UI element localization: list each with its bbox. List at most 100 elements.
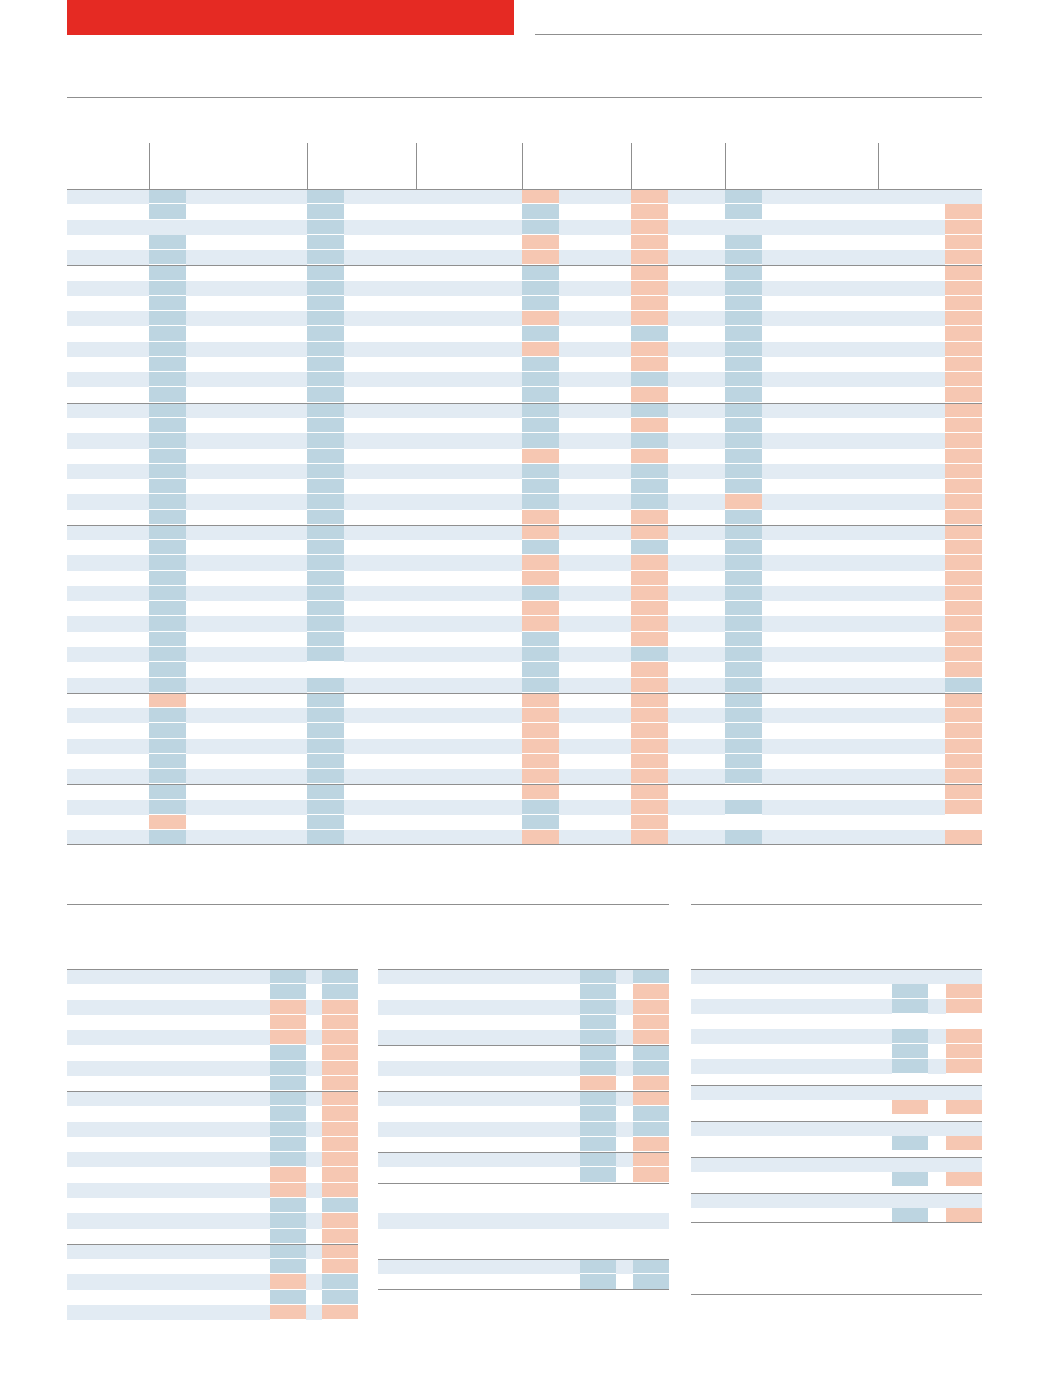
blue-indicator-cell	[725, 372, 762, 388]
row-group	[378, 1152, 669, 1183]
salmon-indicator-cell	[945, 448, 982, 464]
row-group	[691, 1121, 982, 1157]
blue-indicator-cell	[149, 326, 186, 342]
table-row	[67, 677, 982, 693]
salmon-indicator-cell	[631, 601, 668, 617]
table-row	[67, 311, 982, 327]
blue-indicator-cell	[522, 280, 559, 296]
blue-indicator-cell	[307, 433, 344, 449]
blue-indicator-cell	[945, 677, 982, 693]
column-separator	[631, 143, 632, 189]
blue-indicator-cell	[270, 1045, 306, 1061]
blue-indicator-cell	[307, 402, 344, 418]
salmon-indicator-cell	[945, 646, 982, 663]
blue-indicator-cell	[522, 677, 559, 693]
blue-indicator-cell	[633, 1121, 669, 1137]
blue-indicator-cell	[322, 1197, 358, 1214]
salmon-indicator-cell	[945, 631, 982, 647]
table-row	[67, 509, 982, 525]
blue-indicator-cell	[725, 524, 762, 541]
salmon-indicator-cell	[633, 984, 669, 1000]
salmon-indicator-cell	[322, 1091, 358, 1107]
blue-indicator-cell	[725, 677, 762, 693]
table-row	[67, 1091, 358, 1107]
salmon-indicator-cell	[633, 1167, 669, 1183]
blue-indicator-cell	[270, 1121, 306, 1137]
blue-indicator-cell	[149, 479, 186, 495]
title-rule	[67, 97, 982, 98]
salmon-indicator-cell	[270, 1274, 306, 1290]
table-row	[691, 1085, 982, 1100]
salmon-indicator-cell	[631, 692, 668, 709]
salmon-indicator-cell	[945, 555, 982, 571]
blue-indicator-cell	[149, 402, 186, 418]
blue-indicator-cell	[725, 417, 762, 434]
table-row	[67, 585, 982, 602]
salmon-indicator-cell	[270, 1304, 306, 1321]
blue-indicator-cell	[149, 311, 186, 327]
row-group	[67, 265, 982, 403]
table-row	[67, 417, 982, 434]
salmon-indicator-cell	[945, 570, 982, 586]
table-row	[67, 189, 982, 205]
salmon-indicator-cell	[945, 265, 982, 281]
blue-indicator-cell	[725, 555, 762, 571]
blue-indicator-cell	[725, 448, 762, 464]
salmon-indicator-cell	[631, 555, 668, 571]
blue-indicator-cell	[307, 708, 344, 724]
blue-indicator-cell	[580, 984, 616, 1000]
salmon-indicator-cell	[945, 234, 982, 251]
blue-indicator-cell	[725, 189, 762, 205]
blue-indicator-cell	[892, 1029, 928, 1044]
blue-indicator-cell	[725, 250, 762, 266]
column-separator	[522, 143, 523, 189]
blue-indicator-cell	[307, 280, 344, 296]
table-row	[67, 999, 358, 1015]
blue-indicator-cell	[580, 1274, 616, 1290]
blue-indicator-cell	[307, 677, 344, 693]
salmon-indicator-cell	[946, 1100, 982, 1115]
section-rule-right	[691, 904, 982, 905]
salmon-indicator-cell	[149, 692, 186, 709]
blue-indicator-cell	[522, 387, 559, 403]
blue-indicator-cell	[149, 677, 186, 693]
salmon-indicator-cell	[631, 341, 668, 357]
table-row	[378, 1167, 669, 1183]
row-group	[378, 1045, 669, 1092]
salmon-indicator-cell	[149, 814, 186, 831]
salmon-indicator-cell	[522, 830, 559, 846]
salmon-indicator-cell	[892, 1100, 928, 1115]
table-row	[378, 1244, 669, 1259]
table-row	[378, 1183, 669, 1198]
row-group	[691, 1157, 982, 1193]
lower-middle-table	[378, 969, 669, 1290]
salmon-indicator-cell	[631, 448, 668, 464]
blue-indicator-cell	[270, 1259, 306, 1275]
blue-indicator-cell	[270, 1152, 306, 1168]
blue-indicator-cell	[149, 372, 186, 388]
row-group	[67, 692, 982, 785]
blue-indicator-cell	[631, 372, 668, 388]
blue-indicator-cell	[580, 1091, 616, 1107]
table-row	[67, 295, 982, 312]
row-group	[691, 1085, 982, 1121]
blue-indicator-cell	[307, 509, 344, 525]
blue-indicator-cell	[149, 356, 186, 373]
salmon-indicator-cell	[945, 479, 982, 495]
blue-indicator-cell	[522, 646, 559, 663]
blue-indicator-cell	[270, 1243, 306, 1260]
salmon-indicator-cell	[633, 1030, 669, 1046]
blue-indicator-cell	[633, 1259, 669, 1275]
table-row	[67, 799, 982, 815]
table-row	[67, 1228, 358, 1244]
blue-indicator-cell	[149, 738, 186, 754]
table-row	[67, 372, 982, 388]
table-row	[67, 356, 982, 373]
row-group	[67, 402, 982, 525]
salmon-indicator-cell	[270, 1182, 306, 1198]
row-group	[691, 969, 982, 1085]
blue-indicator-cell	[522, 372, 559, 388]
blue-indicator-cell	[149, 494, 186, 510]
salmon-indicator-cell	[945, 219, 982, 235]
blue-indicator-cell	[307, 463, 344, 480]
